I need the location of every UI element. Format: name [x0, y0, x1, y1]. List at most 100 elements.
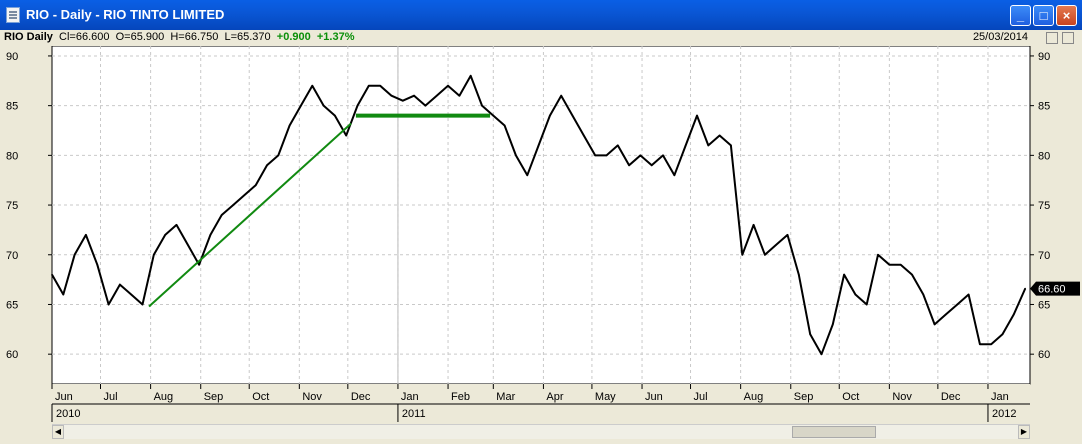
- price-point: [164, 234, 166, 236]
- price-point: [775, 244, 778, 246]
- price-point: [424, 104, 427, 107]
- price-point: [831, 323, 834, 326]
- y-tick-label-right: 60: [1038, 349, 1050, 361]
- y-tick-label: 85: [6, 101, 18, 113]
- x-tick-label: Oct: [252, 391, 269, 403]
- price-point: [379, 84, 381, 87]
- ohlc-values: Cl=66.600 O=65.900 H=66.750 L=65.370: [59, 31, 271, 43]
- x-tick-label: May: [595, 391, 616, 403]
- y-tick-label: 60: [6, 349, 18, 361]
- plot-area: [51, 46, 1031, 385]
- window-title: RIO - Daily - RIO TINTO LIMITED: [26, 7, 225, 22]
- price-point: [605, 154, 608, 157]
- price-point: [481, 104, 483, 107]
- price-point: [650, 164, 653, 167]
- price-point: [175, 224, 178, 226]
- price-point: [786, 234, 789, 236]
- last-value-marker: [1030, 281, 1080, 296]
- y-tick-label: 65: [6, 299, 18, 311]
- price-point: [345, 134, 348, 137]
- price-point: [469, 75, 472, 77]
- price-point: [119, 283, 121, 286]
- price-point: [413, 94, 415, 97]
- y-tick-label: 80: [6, 150, 18, 162]
- price-point: [356, 104, 359, 107]
- price-point: [209, 234, 212, 236]
- y-tick-label: 70: [6, 250, 18, 262]
- price-summary: RIO Daily Cl=66.600 O=65.900 H=66.750 L=…: [4, 31, 355, 43]
- price-point: [673, 174, 676, 177]
- price-point: [232, 204, 234, 206]
- year-label: 2012: [992, 408, 1016, 420]
- change-percent: +1.37%: [316, 31, 355, 43]
- restore-pane-button[interactable]: [1046, 32, 1058, 44]
- price-point: [515, 154, 517, 157]
- scroll-left-arrow-icon[interactable]: ◀: [52, 425, 64, 439]
- x-tick-label: Jul: [694, 391, 708, 403]
- price-chart: Jun Jul Aug Sep Oct Nov Dec Jan Feb Mar Apr May Jun J…: [0, 46, 1082, 424]
- price-point: [854, 293, 857, 296]
- scroll-right-arrow-icon[interactable]: ▶: [1018, 425, 1030, 439]
- price-point: [945, 313, 947, 316]
- y-tick-label: 75: [6, 200, 18, 212]
- x-tick-label: Apr: [546, 391, 563, 403]
- price-point: [537, 144, 540, 147]
- maximize-button[interactable]: □: [1033, 5, 1054, 26]
- price-info-bar: RIO Daily Cl=66.600 O=65.900 H=66.750 L=…: [0, 30, 1082, 46]
- price-point: [447, 84, 449, 87]
- price-point: [1013, 313, 1015, 316]
- period-label: Daily: [26, 31, 53, 43]
- price-point: [639, 154, 642, 157]
- price-point: [85, 234, 87, 236]
- price-point: [865, 303, 868, 306]
- x-tick-label: Jun: [55, 391, 73, 403]
- price-point: [809, 333, 811, 336]
- close-button[interactable]: ×: [1056, 5, 1077, 26]
- price-point: [922, 293, 925, 296]
- price-point: [311, 84, 314, 87]
- change-value: +0.900: [276, 31, 311, 43]
- price-point: [899, 263, 902, 266]
- price-point: [243, 194, 246, 196]
- price-point: [877, 253, 879, 256]
- price-point: [503, 124, 506, 127]
- x-tick-label: Oct: [842, 391, 859, 403]
- left-axis-panel: [0, 46, 52, 424]
- corner-panel: [1030, 424, 1082, 444]
- chart-window-icon: [6, 7, 20, 23]
- price-point: [107, 303, 110, 306]
- price-point: [1024, 287, 1026, 290]
- price-point: [153, 253, 155, 256]
- price-point: [718, 134, 721, 137]
- price-point: [401, 99, 404, 102]
- price-point: [764, 253, 766, 256]
- price-point: [752, 224, 755, 226]
- price-point: [549, 114, 551, 117]
- x-tick-label: Nov: [302, 391, 322, 403]
- price-point: [300, 104, 302, 107]
- close-pane-button[interactable]: [1062, 32, 1074, 44]
- x-tick-label: Jun: [645, 391, 663, 403]
- price-point: [186, 244, 189, 246]
- scroll-thumb[interactable]: [792, 426, 876, 438]
- price-point: [684, 144, 687, 147]
- y-tick-label: 90: [6, 51, 18, 63]
- y-tick-label-right: 85: [1038, 101, 1050, 113]
- price-point: [730, 144, 732, 147]
- price-point: [933, 323, 936, 326]
- y-tick-label-right: 80: [1038, 150, 1050, 162]
- x-tick-label: Jan: [991, 391, 1009, 403]
- horizontal-scrollbar[interactable]: ◀ ▶: [52, 424, 1030, 439]
- trend-line: [148, 122, 352, 308]
- price-point: [435, 94, 438, 97]
- price-point: [526, 174, 529, 177]
- price-point: [979, 343, 981, 346]
- year-label: 2010: [56, 408, 80, 420]
- price-point: [220, 214, 223, 216]
- price-point: [141, 303, 144, 306]
- x-tick-label: Nov: [892, 391, 912, 403]
- minimize-button[interactable]: _: [1010, 5, 1031, 26]
- price-point: [198, 263, 200, 266]
- price-point: [130, 293, 133, 296]
- price-point: [368, 84, 370, 87]
